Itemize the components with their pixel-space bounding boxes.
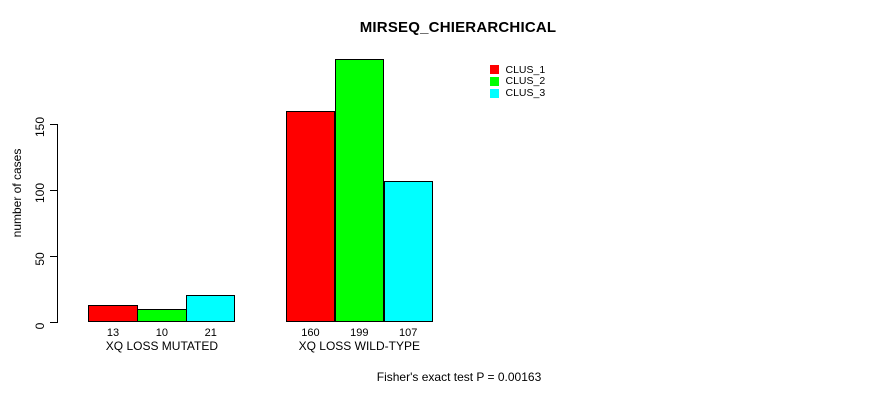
y-axis-line	[57, 124, 59, 324]
bar-value-label: 21	[204, 326, 217, 339]
y-axis-tick-label-text: 150	[33, 117, 47, 138]
y-axis-tick	[50, 123, 57, 125]
bar-value-label: 107	[399, 326, 418, 339]
footer-annotation: Fisher's exact test P = 0.00163	[376, 370, 542, 384]
legend-label: CLUS_2	[505, 75, 546, 88]
y-axis-tick	[50, 189, 57, 191]
bar	[88, 305, 138, 323]
y-axis-tick	[50, 321, 57, 324]
bar	[285, 110, 336, 323]
bar	[186, 294, 236, 323]
group-label: XQ LOSS WILD-TYPE	[298, 339, 420, 353]
bar	[137, 309, 187, 323]
y-axis-tick-label-text: 100	[33, 183, 47, 204]
group-label: XQ LOSS MUTATED	[105, 339, 219, 353]
bar-value-label: 160	[301, 326, 320, 339]
legend-label: CLUS_1	[505, 63, 546, 76]
legend-swatch	[489, 88, 499, 99]
bar	[383, 180, 433, 323]
chart-title: MIRSEQ_CHIERARCHICAL	[359, 19, 557, 36]
y-axis-label-text: number of cases	[10, 148, 24, 238]
bar	[334, 59, 384, 323]
legend-swatch	[489, 64, 499, 75]
y-axis-tick	[50, 255, 57, 257]
bar-value-label: 10	[155, 326, 169, 339]
y-axis-tick-label-text: 0	[33, 322, 47, 329]
bar-value-label: 13	[106, 326, 120, 339]
bar-value-label: 199	[350, 326, 369, 339]
legend-swatch	[489, 76, 499, 87]
y-axis-tick-label-text: 50	[33, 252, 47, 267]
legend-label: CLUS_3	[505, 87, 546, 100]
